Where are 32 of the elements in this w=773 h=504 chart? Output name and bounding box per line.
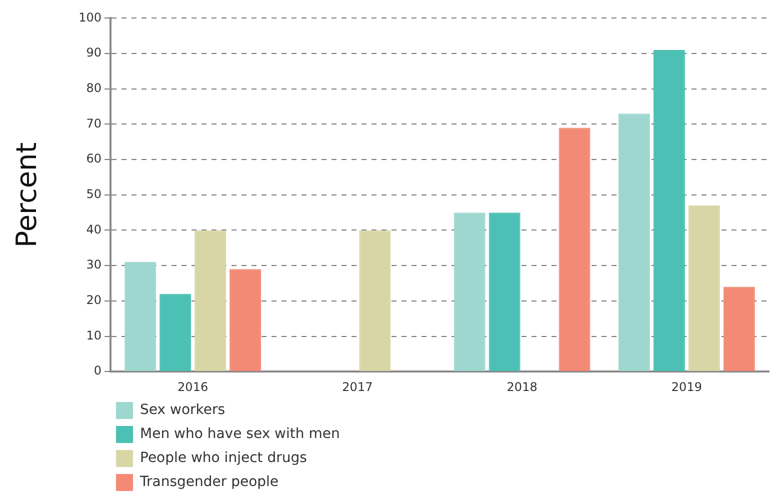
- bar: [558, 128, 590, 372]
- bar: [723, 286, 755, 372]
- y-tick-label: 0: [94, 364, 102, 378]
- y-tick-label: 70: [86, 116, 102, 130]
- bar: [688, 206, 720, 372]
- y-tick-label: 50: [86, 187, 102, 202]
- y-tick-label: 30: [86, 258, 102, 272]
- bar: [124, 262, 156, 372]
- bar: [454, 212, 486, 372]
- legend-label: Sex workers: [140, 401, 226, 420]
- y-tick-label: 10: [86, 328, 102, 342]
- y-tick-label: 80: [86, 81, 102, 96]
- bar: [160, 294, 192, 372]
- y-tick-label: 60: [86, 152, 102, 166]
- bar: [488, 212, 520, 372]
- x-tick-label: 2019: [671, 380, 702, 394]
- y-tick-label: 100: [78, 10, 102, 24]
- legend-label: Men who have sex with men: [140, 425, 340, 444]
- y-tick-label: 40: [86, 222, 102, 236]
- bar: [194, 230, 226, 372]
- x-tick-label: 2018: [506, 380, 538, 394]
- y-tick-label: 20: [86, 293, 102, 308]
- legend-label: Transgender people: [140, 473, 279, 492]
- bar: [230, 269, 262, 372]
- y-tick-label: 90: [86, 46, 102, 60]
- x-tick-label: 2016: [178, 380, 208, 394]
- bar: [359, 230, 391, 372]
- legend-label: People who inject drugs: [140, 449, 307, 468]
- x-tick-label: 2017: [342, 380, 373, 394]
- bar: [618, 114, 650, 372]
- y-axis-title: Percent: [10, 142, 44, 248]
- bar: [653, 50, 685, 372]
